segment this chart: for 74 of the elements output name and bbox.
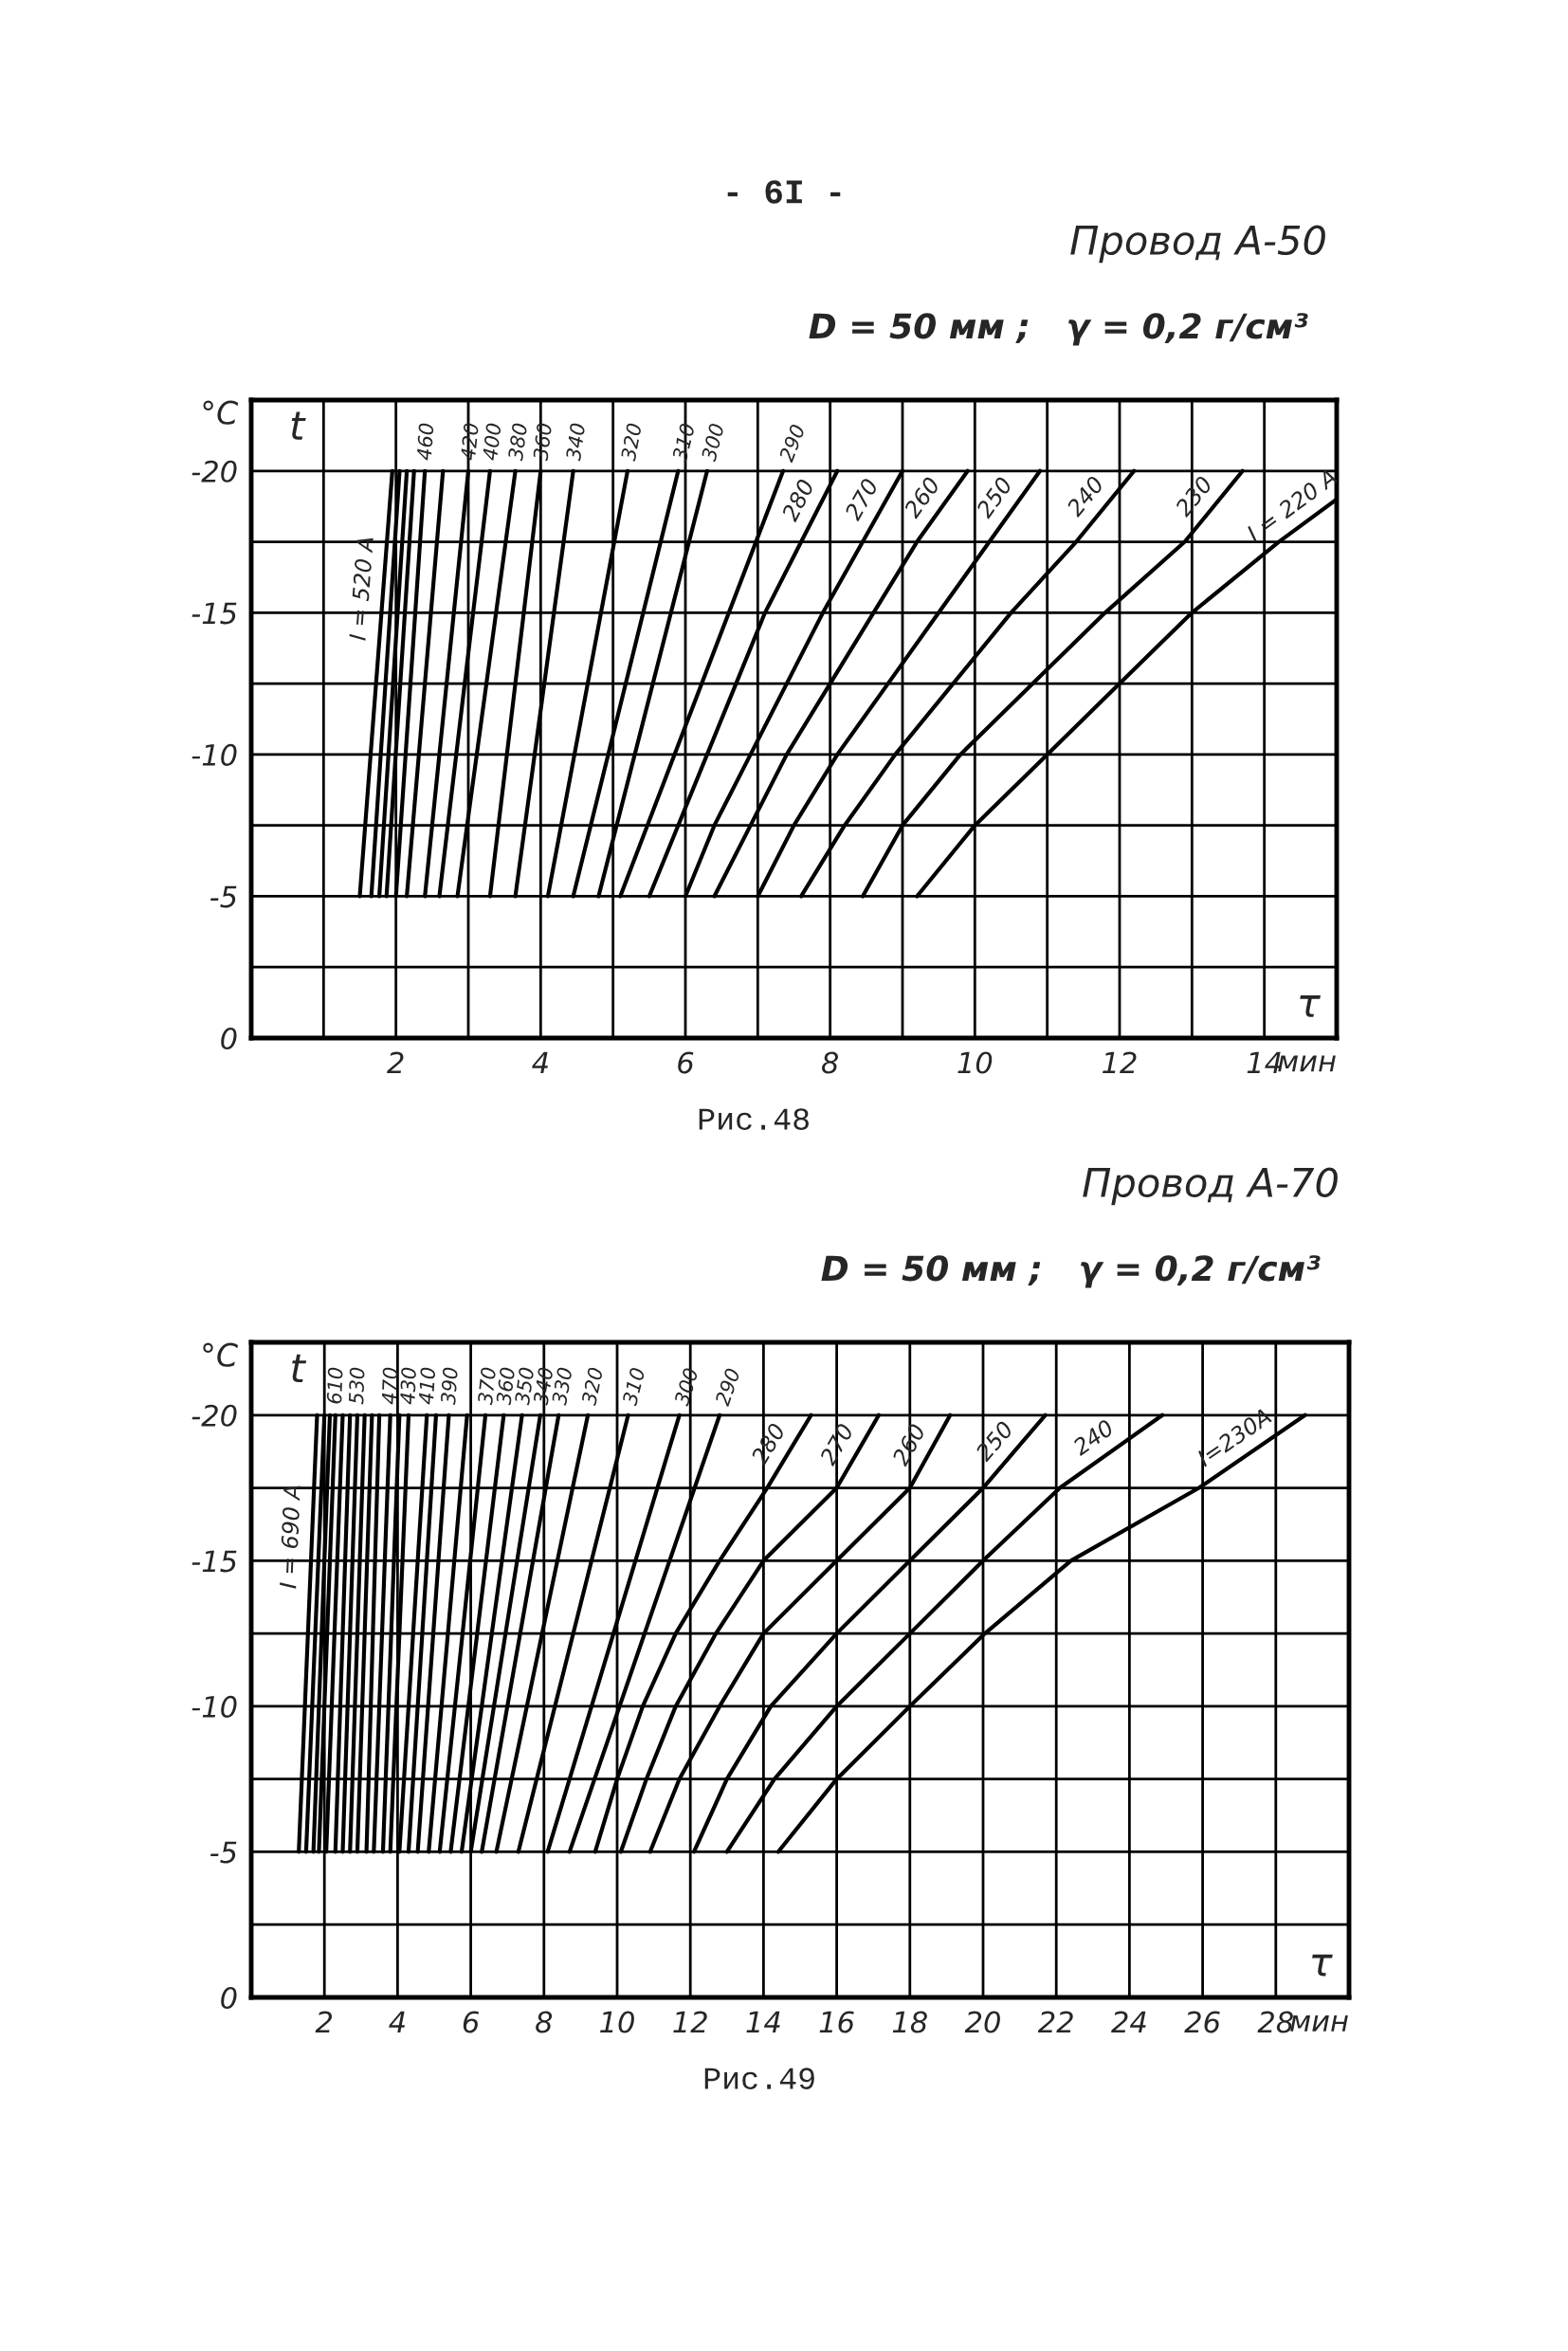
text: 390 — [440, 1367, 459, 1406]
text: 350 — [514, 1367, 535, 1406]
text: 320 — [620, 423, 643, 462]
x-tick-label: 4 — [389, 2011, 405, 2033]
text: 280 — [780, 478, 815, 523]
text: 400 — [482, 423, 501, 462]
y-axis-title: °C — [203, 400, 239, 425]
text: 290 — [777, 423, 806, 464]
y-tick-label: -15 — [191, 602, 237, 625]
annotation: t — [291, 411, 306, 440]
y-tick-label: 0 — [221, 1986, 237, 2010]
x-tick-label: 12 — [673, 2011, 707, 2033]
text: 340 — [533, 1367, 554, 1406]
text: 260 — [890, 1422, 926, 1467]
text: 420 — [460, 423, 480, 461]
text: 310 — [621, 1367, 646, 1407]
annotation: τ — [1312, 1954, 1333, 1977]
text: I = 220 A — [1245, 467, 1339, 543]
chart-subtitle: D = 50 мм ; γ = 0,2 г/см³ — [821, 1255, 1321, 1288]
text: 530 — [348, 1367, 365, 1405]
x-tick-label: 12 — [1103, 1051, 1137, 1074]
annotation: t — [292, 1354, 307, 1383]
text: 270 — [843, 477, 879, 522]
chart-title: Провод А-50 — [1070, 225, 1325, 264]
text: 470 — [381, 1367, 398, 1405]
x-tick-label: 6 — [463, 2011, 479, 2033]
text: 340 — [565, 423, 586, 462]
x-tick-label: 24 — [1111, 2011, 1146, 2033]
text: 380 — [507, 423, 528, 462]
text: 240 — [1070, 1418, 1115, 1457]
annotation: τ — [1300, 995, 1322, 1017]
x-tick-label: 10 — [957, 1051, 993, 1074]
text: 430 — [399, 1367, 417, 1405]
x-tick-label: 10 — [600, 2011, 634, 2033]
x-tick-label: 18 — [892, 2011, 927, 2033]
y-tick-label: -15 — [191, 1550, 237, 1573]
y-tick-label: -5 — [210, 885, 237, 908]
x-tick-label: 14 — [746, 2011, 780, 2033]
text: I = 690 A — [279, 1485, 301, 1589]
y-tick-label: -10 — [191, 1695, 237, 1718]
x-tick-label: 22 — [1037, 2011, 1073, 2033]
x-tick-label: 6 — [678, 1051, 694, 1074]
text: Рис.48 — [699, 1108, 809, 1130]
chart-subtitle: D = 50 мм ; γ = 0,2 г/см³ — [809, 313, 1308, 346]
text: 360 — [496, 1367, 516, 1406]
text: 300 — [673, 1367, 699, 1407]
x-tick-label: 8 — [821, 1051, 839, 1074]
y-tick-label: -5 — [210, 1841, 237, 1864]
text: 300 — [701, 423, 725, 463]
x-tick-label: 2 — [315, 2011, 333, 2033]
text: 330 — [551, 1367, 573, 1406]
text: 320 — [580, 1367, 604, 1407]
text: 310 — [671, 423, 696, 463]
text: I = 520 A — [349, 537, 374, 641]
x-tick-label: 4 — [532, 1051, 548, 1074]
text: 460 — [416, 423, 434, 461]
text: 360 — [533, 423, 553, 462]
y-tick-label: -20 — [191, 1404, 237, 1427]
text: - 6I - — [727, 180, 841, 204]
y-axis-title: °C — [203, 1342, 238, 1367]
y-tick-label: 0 — [221, 1027, 237, 1050]
y-tick-label: -10 — [191, 743, 237, 766]
text: 610 — [326, 1367, 343, 1404]
x-tick-label: 26 — [1184, 2011, 1220, 2033]
x-tick-label: 2 — [387, 1051, 404, 1074]
text: 370 — [477, 1367, 497, 1406]
text: 290 — [714, 1367, 740, 1408]
text: Рис.49 — [704, 2068, 814, 2089]
x-tick-label: 8 — [536, 2011, 553, 2033]
chart-title: Провод А-70 — [1083, 1167, 1338, 1206]
text: 410 — [418, 1367, 436, 1405]
x-tick-label: 20 — [964, 2011, 1000, 2033]
y-tick-label: -20 — [191, 460, 237, 483]
x-tick-label: 16 — [819, 2011, 854, 2033]
